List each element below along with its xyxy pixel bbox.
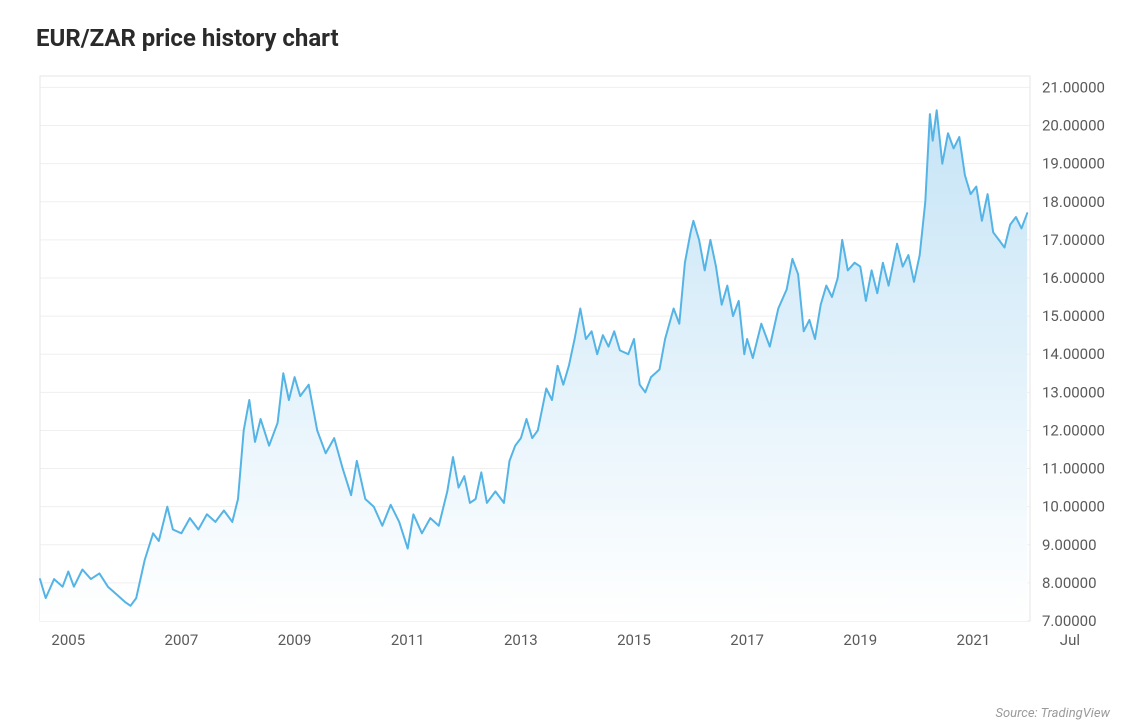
y-tick-label: 19.00000: [1042, 155, 1105, 173]
y-tick-label: 13.00000: [1042, 383, 1105, 401]
price-chart-svg: 7.00000 8.00000 9.00000 10.00000 11.00000 12.…: [30, 66, 1110, 666]
y-tick-label: 14.00000: [1042, 345, 1105, 363]
y-tick-label: 8.00000: [1042, 574, 1097, 592]
x-tick-label: 2019: [843, 631, 877, 649]
y-tick-label: 11.00000: [1042, 460, 1105, 478]
x-axis-right-label: Jul: [1060, 631, 1080, 649]
chart-area: 7.00000 8.00000 9.00000 10.00000 11.00000 12.…: [30, 66, 1110, 666]
x-axis-ticks: 2005 2007 2009 2011 2013 2015 2017 2019 2021 Jul: [51, 631, 1080, 649]
price-area: [40, 110, 1027, 621]
y-tick-label: 18.00000: [1042, 193, 1105, 211]
y-tick-label: 17.00000: [1042, 231, 1105, 249]
x-tick-label: 2015: [617, 631, 651, 649]
x-tick-label: 2017: [730, 631, 764, 649]
x-tick-label: 2011: [391, 631, 425, 649]
x-tick-label: 2007: [165, 631, 199, 649]
x-tick-label: 2009: [278, 631, 312, 649]
chart-title: EUR/ZAR price history chart: [36, 24, 1110, 52]
y-axis-ticks: 7.00000 8.00000 9.00000 10.00000 11.00000 12.…: [1042, 78, 1105, 630]
y-tick-label: 16.00000: [1042, 269, 1105, 287]
y-tick-label: 21.00000: [1042, 78, 1105, 96]
y-tick-label: 7.00000: [1042, 612, 1097, 630]
y-tick-label: 20.00000: [1042, 117, 1105, 135]
y-tick-label: 12.00000: [1042, 421, 1105, 439]
x-tick-label: 2013: [504, 631, 538, 649]
y-tick-label: 9.00000: [1042, 536, 1097, 554]
y-tick-label: 15.00000: [1042, 307, 1105, 325]
source-label: Source: TradingView: [995, 706, 1110, 721]
x-tick-label: 2021: [957, 631, 991, 649]
x-tick-label: 2005: [51, 631, 85, 649]
y-tick-label: 10.00000: [1042, 498, 1105, 516]
